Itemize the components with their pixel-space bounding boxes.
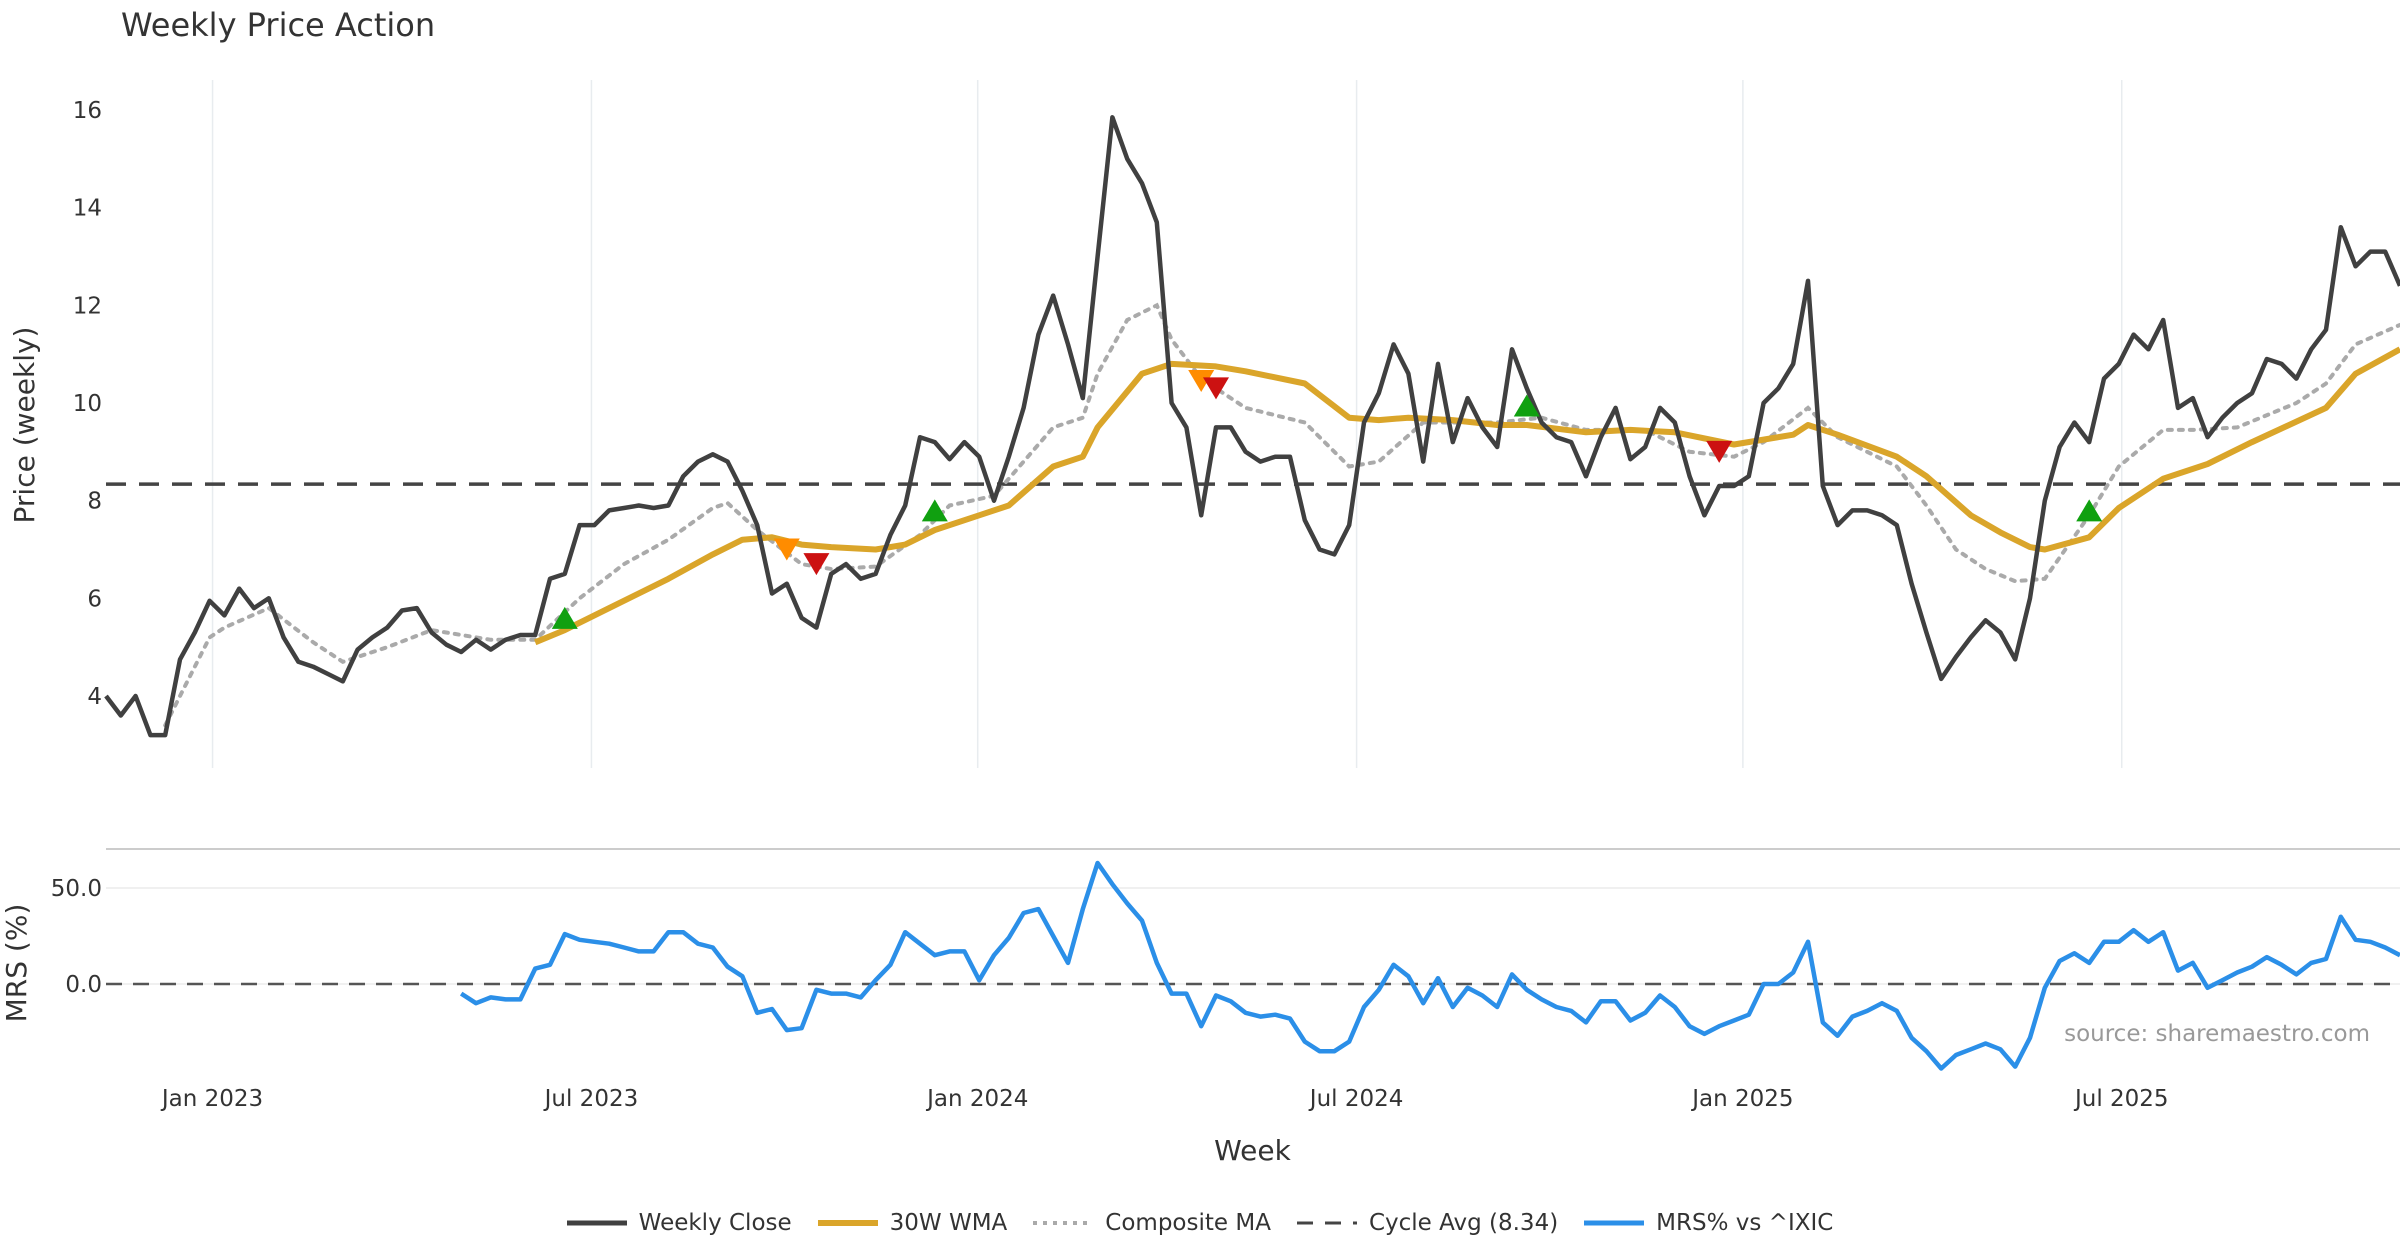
warn-signal-marker (1188, 370, 1215, 393)
y-tick-label: 12 (73, 293, 102, 319)
sell-signal-marker (1706, 440, 1733, 463)
legend-swatch-30w-wma (817, 1220, 878, 1226)
x-tick-label: Jul 2023 (543, 1086, 639, 1112)
legend-swatch-composite-ma (1033, 1221, 1094, 1225)
buy-signal-marker (921, 499, 948, 522)
y-tick-label: 14 (73, 196, 102, 222)
axes: Jan 2023 Jul 2023 Jan 2024 Jul 2024 Jan 2025… (51, 98, 2169, 1112)
legend-item-cycle-avg[interactable]: Cycle Avg (8.34) (1296, 1210, 1559, 1236)
buy-signal-marker (1513, 394, 1540, 417)
x-tick-label: Jan 2024 (925, 1086, 1028, 1112)
grid-lines (106, 80, 2400, 985)
sell-signal-marker (1203, 377, 1229, 400)
y-tick-label: 0.0 (65, 972, 102, 998)
x-tick-label: Jul 2025 (2073, 1086, 2169, 1112)
composite-ma-line (163, 302, 2400, 728)
legend: Weekly Close 30W WMA Composite MA Cycle … (0, 1210, 2400, 1236)
y-axis-label-price: Price (weekly) (8, 327, 41, 524)
legend-item-weekly-close[interactable]: Weekly Close (566, 1210, 792, 1236)
legend-swatch-mrs (1584, 1220, 1645, 1226)
sell-signal-marker (803, 553, 830, 576)
legend-label: Composite MA (1105, 1210, 1271, 1236)
y-axis-label-mrs: MRS (%) (0, 904, 33, 1023)
y-tick-label: 10 (73, 391, 102, 417)
legend-item-30w-wma[interactable]: 30W WMA (817, 1210, 1008, 1236)
mrs-panel (106, 860, 2400, 1071)
legend-item-composite-ma[interactable]: Composite MA (1033, 1210, 1271, 1236)
x-tick-label: Jan 2023 (160, 1086, 263, 1112)
y-tick-label: 4 (87, 684, 102, 710)
legend-label: MRS% vs ^IXIC (1656, 1210, 1834, 1236)
y-tick-label: 8 (87, 489, 102, 515)
wma-30w-line (534, 346, 2400, 646)
legend-swatch-weekly-close (566, 1220, 627, 1226)
x-axis-label: Week (1214, 1134, 1291, 1167)
x-tick-label: Jul 2024 (1308, 1086, 1404, 1112)
legend-label: Weekly Close (638, 1210, 792, 1236)
buy-signal-marker (551, 606, 578, 629)
y-tick-label: 50.0 (51, 876, 102, 902)
warn-signal-marker (773, 538, 800, 561)
chart-title: Weekly Price Action (121, 6, 436, 44)
mrs-line (459, 860, 2400, 1071)
source-credit: source: sharemaestro.com (2064, 1021, 2370, 1047)
x-tick-label: Jan 2025 (1690, 1086, 1793, 1112)
legend-swatch-cycle-avg (1296, 1221, 1357, 1225)
legend-label: 30W WMA (889, 1210, 1008, 1236)
legend-label: Cycle Avg (8.34) (1368, 1210, 1559, 1236)
weekly-close-line (104, 115, 2400, 738)
y-tick-label: 6 (87, 586, 102, 612)
price-panel (104, 115, 2400, 738)
y-tick-label: 16 (73, 98, 102, 124)
buy-signal-marker (2076, 499, 2103, 522)
legend-item-mrs[interactable]: MRS% vs ^IXIC (1584, 1210, 1833, 1236)
